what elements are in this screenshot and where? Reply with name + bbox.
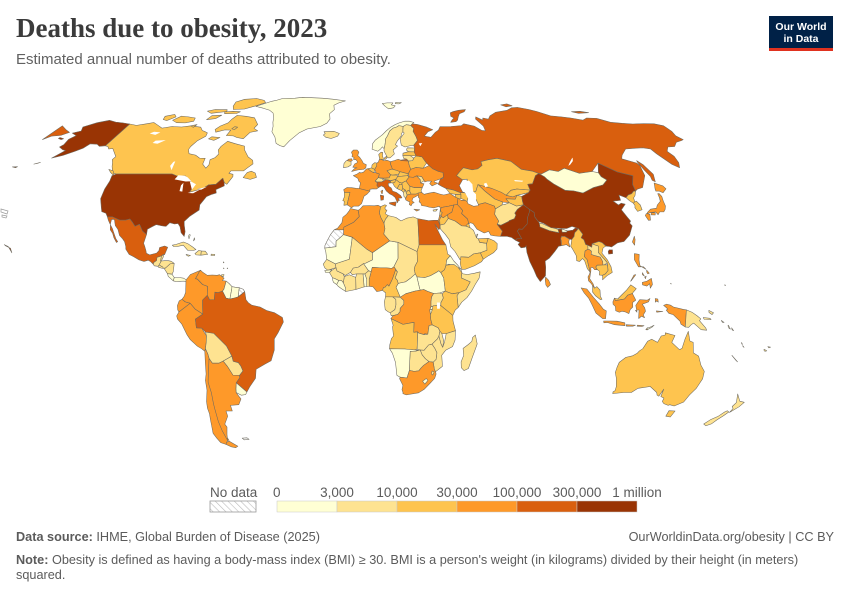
svg-text:No data: No data — [210, 485, 258, 500]
svg-text:300,000: 300,000 — [553, 485, 602, 500]
svg-text:10,000: 10,000 — [376, 485, 417, 500]
svg-text:1 million: 1 million — [612, 485, 662, 500]
svg-text:30,000: 30,000 — [436, 485, 477, 500]
svg-text:3,000: 3,000 — [320, 485, 354, 500]
svg-text:0: 0 — [273, 485, 281, 500]
svg-text:100,000: 100,000 — [493, 485, 542, 500]
